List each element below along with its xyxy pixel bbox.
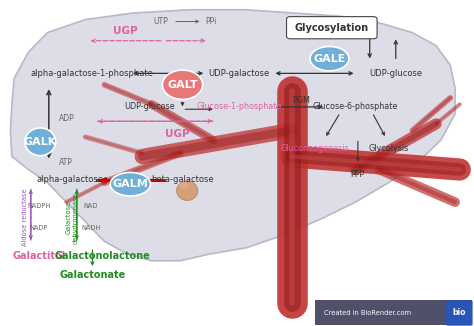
- Text: UGP: UGP: [165, 129, 190, 139]
- Ellipse shape: [310, 46, 349, 71]
- Text: alpha-galactose-1-phosphate: alpha-galactose-1-phosphate: [31, 69, 154, 78]
- Text: Gluconeogenesis: Gluconeogenesis: [281, 144, 349, 153]
- Text: Glycosylation: Glycosylation: [295, 23, 369, 33]
- FancyBboxPatch shape: [315, 300, 472, 325]
- Text: Galactonolactone: Galactonolactone: [54, 251, 150, 261]
- Text: Created in BioRender.com: Created in BioRender.com: [324, 310, 411, 316]
- Text: alpha-galactose: alpha-galactose: [36, 175, 104, 185]
- Text: NADP: NADP: [30, 225, 48, 230]
- Ellipse shape: [162, 70, 203, 99]
- Text: GALM: GALM: [112, 179, 148, 189]
- Ellipse shape: [110, 172, 151, 196]
- Text: Galactonate: Galactonate: [59, 271, 126, 280]
- Ellipse shape: [176, 181, 198, 200]
- Text: NADH: NADH: [82, 225, 100, 230]
- Text: UDP-glucose: UDP-glucose: [369, 69, 422, 78]
- Text: NAD: NAD: [84, 203, 98, 209]
- Text: GALE: GALE: [313, 54, 346, 64]
- FancyBboxPatch shape: [446, 300, 473, 326]
- Text: Glycolysis: Glycolysis: [369, 144, 409, 153]
- Text: PPi: PPi: [205, 17, 217, 26]
- Text: UGP: UGP: [113, 26, 138, 36]
- Polygon shape: [10, 10, 455, 261]
- Text: UDP-glucose: UDP-glucose: [124, 102, 174, 111]
- Text: bio: bio: [453, 308, 466, 318]
- Text: Galactitol: Galactitol: [12, 251, 65, 261]
- Text: Glucose-6-phosphate: Glucose-6-phosphate: [313, 102, 398, 111]
- Ellipse shape: [25, 128, 56, 156]
- Text: GALK: GALK: [24, 137, 57, 147]
- Text: Galactose
dehydrogenase: Galactose dehydrogenase: [65, 192, 79, 244]
- Text: PPP: PPP: [351, 170, 365, 179]
- Text: NADPH: NADPH: [27, 203, 51, 209]
- Text: GALT: GALT: [167, 80, 198, 90]
- Circle shape: [180, 183, 188, 188]
- Text: Aldose reductase: Aldose reductase: [22, 188, 27, 245]
- FancyBboxPatch shape: [286, 17, 377, 39]
- Text: ADP: ADP: [59, 113, 75, 123]
- Text: UTP: UTP: [154, 17, 169, 26]
- Text: PGM: PGM: [292, 96, 310, 105]
- Text: Glucose-1-phosphate: Glucose-1-phosphate: [197, 102, 282, 111]
- Text: UDP-galactose: UDP-galactose: [209, 69, 270, 78]
- Text: beta-galactose: beta-galactose: [151, 175, 214, 185]
- Text: ATP: ATP: [59, 158, 73, 167]
